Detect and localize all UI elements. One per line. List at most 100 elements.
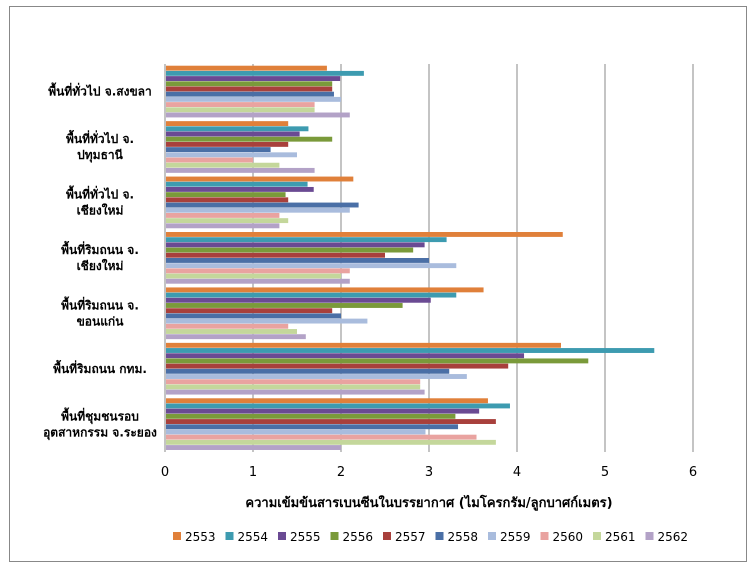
x-tick-label: 6	[689, 465, 697, 480]
category-label: พื้นที่ทั่วไป จ.สงขลา	[48, 82, 152, 99]
bar-2555-cat-2	[166, 186, 314, 192]
bar-2560-cat-4	[166, 323, 289, 329]
bar-2559-cat-3	[166, 263, 457, 269]
legend-label-2555: 2555	[290, 530, 321, 544]
bar-2557-cat-3	[166, 252, 385, 258]
bar-2559-cat-1	[166, 152, 297, 158]
bar-2554-cat-6	[166, 403, 510, 409]
x-tick-label: 2	[337, 465, 345, 480]
category-label: พื้นที่ริมถนน จ.เชียงใหม่	[61, 240, 139, 273]
legend-label-2557: 2557	[395, 530, 426, 544]
bar-2554-cat-0	[166, 70, 364, 76]
bar-2560-cat-5	[166, 379, 421, 385]
bar-2560-cat-0	[166, 102, 315, 108]
legend-label-2561: 2561	[605, 530, 636, 544]
x-tick-label: 5	[601, 465, 609, 480]
bar-2561-cat-0	[166, 107, 315, 113]
bar-2562-cat-4	[166, 334, 306, 340]
bar-2558-cat-4	[166, 313, 341, 319]
legend-swatch-2558	[435, 532, 444, 540]
bar-2556-cat-3	[166, 247, 414, 253]
legend: 2553 2554 2555 2556 2557 2558 2559 2560 2561 2562	[173, 530, 688, 544]
x-tick-label: 3	[425, 465, 433, 480]
bar-2559-cat-2	[166, 207, 350, 213]
legend-label-2562: 2562	[658, 530, 689, 544]
legend-swatch-2560	[540, 532, 549, 540]
bar-2560-cat-6	[166, 434, 477, 440]
bar-2558-cat-2	[166, 202, 359, 208]
legend-label-2554: 2554	[238, 530, 269, 544]
bar-2554-cat-3	[166, 237, 447, 243]
x-tick-label: 0	[161, 465, 169, 480]
category-label: พื้นที่ทั่วไป จ.เชียงใหม่	[66, 185, 134, 218]
legend-swatch-2553	[173, 532, 181, 540]
bar-2557-cat-5	[166, 363, 509, 369]
bar-2556-cat-1	[166, 136, 333, 142]
bar-2553-cat-4	[166, 287, 484, 293]
bar-2561-cat-5	[166, 384, 421, 390]
bar-2555-cat-1	[166, 131, 300, 137]
bar-2558-cat-0	[166, 91, 334, 97]
bar-2553-cat-0	[166, 65, 327, 71]
bar-2553-cat-1	[166, 121, 289, 127]
bar-2558-cat-6	[166, 424, 459, 430]
bar-2558-cat-3	[166, 258, 429, 263]
legend-label-2560: 2560	[553, 530, 584, 544]
bar-2561-cat-4	[166, 329, 297, 334]
category-label: พื้นที่ชุมชนรอบอุตสาหกรรม จ.ระยอง	[43, 406, 157, 440]
bar-2561-cat-6	[166, 439, 496, 445]
chart-frame: 0 1 2 3 4 5 6 พื้นที่ทั่วไป จ.สงขลา พื้นที่ทั่ว…	[9, 6, 747, 562]
bar-2554-cat-5	[166, 348, 655, 353]
legend-swatch-2556	[330, 532, 339, 540]
bar-2559-cat-5	[166, 374, 467, 379]
bar-2562-cat-1	[166, 167, 315, 173]
bar-2556-cat-2	[166, 192, 286, 198]
category-label: พื้นที่ทั่วไป จ.ปทุมธานี	[66, 129, 134, 163]
axes: 0 1 2 3 4 5 6	[161, 64, 697, 480]
bar-2562-cat-0	[166, 112, 350, 118]
bar-2557-cat-2	[166, 197, 289, 203]
benzene-chart: 0 1 2 3 4 5 6 พื้นที่ทั่วไป จ.สงขลาพื้นที่ทั่ว…	[43, 64, 697, 544]
bar-2557-cat-0	[166, 86, 333, 92]
bar-2555-cat-3	[166, 242, 425, 248]
bar-2558-cat-1	[166, 147, 271, 153]
legend-swatch-2559	[488, 532, 496, 540]
bar-2556-cat-0	[166, 81, 333, 87]
bar-2562-cat-3	[166, 278, 350, 284]
x-tick-label: 4	[513, 465, 521, 480]
legend-label-2556: 2556	[343, 530, 374, 544]
bar-2556-cat-4	[166, 303, 403, 308]
bar-2559-cat-0	[166, 96, 341, 102]
bar-2562-cat-2	[166, 223, 280, 229]
bar-2562-cat-6	[166, 445, 341, 450]
bar-2557-cat-1	[166, 141, 289, 147]
bar-2557-cat-4	[166, 308, 333, 314]
bar-2559-cat-4	[166, 318, 368, 324]
bar-2555-cat-0	[166, 76, 341, 82]
bar-2560-cat-2	[166, 212, 280, 218]
bars	[166, 65, 655, 450]
legend-label-2558: 2558	[448, 530, 479, 544]
bar-2553-cat-3	[166, 232, 563, 237]
bar-2554-cat-1	[166, 126, 309, 132]
bar-2562-cat-5	[166, 389, 425, 395]
bar-2560-cat-1	[166, 157, 253, 163]
x-axis-title: ความเข้มข้นสารเบนซีนในบรรยากาศ (ไมโครกรั…	[245, 494, 612, 511]
category-label: พื้นที่ริมถนน กทม.	[53, 359, 147, 376]
bar-2553-cat-6	[166, 398, 488, 404]
bar-2553-cat-5	[166, 342, 561, 348]
legend-label-2559: 2559	[500, 530, 531, 544]
bar-2559-cat-6	[166, 429, 426, 435]
legend-swatch-2554	[225, 532, 234, 540]
x-tick-label: 1	[249, 465, 257, 480]
bar-2561-cat-1	[166, 162, 280, 168]
bar-2560-cat-3	[166, 268, 350, 274]
category-label: พื้นที่ริมถนน จ.ขอนแก่น	[61, 295, 139, 328]
legend-swatch-2557	[383, 532, 391, 540]
bar-2553-cat-2	[166, 176, 354, 182]
bar-2556-cat-5	[166, 358, 589, 364]
bar-2554-cat-4	[166, 292, 457, 298]
bar-2554-cat-2	[166, 181, 308, 187]
bar-2555-cat-5	[166, 353, 525, 359]
